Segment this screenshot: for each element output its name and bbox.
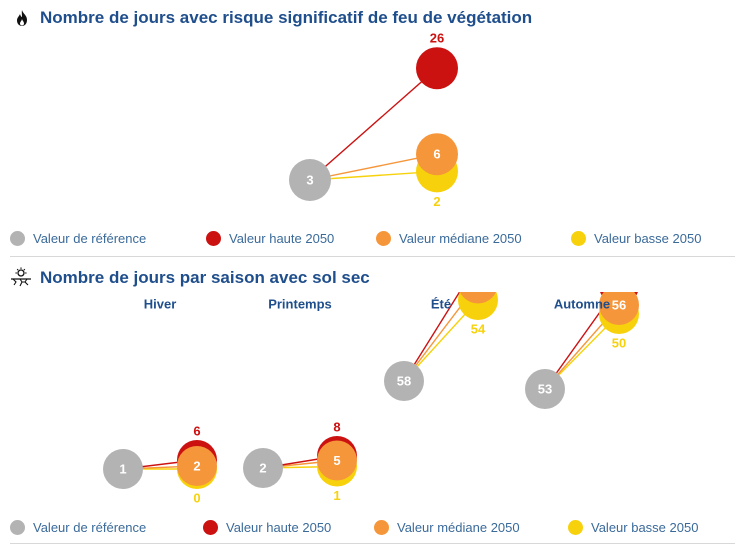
divider-top: [10, 256, 735, 257]
high-value-label: 8: [333, 420, 340, 435]
legend-item-high: Valeur haute 2050: [203, 517, 331, 537]
legend-label-reference: Valeur de référence: [33, 230, 147, 246]
high-value-label: 6: [193, 424, 200, 439]
low-swatch: [571, 230, 586, 246]
low-value-label: 0: [193, 491, 200, 506]
median-value-label: 6: [433, 147, 440, 162]
high-value-label: 26: [430, 31, 444, 46]
dry-soil-icon: [11, 267, 31, 287]
reference-value-label: 53: [538, 382, 552, 397]
legend-label-high: Valeur haute 2050: [229, 230, 335, 246]
legend-label-median: Valeur médiane 2050: [399, 230, 522, 246]
legend-item-median: Valeur médiane 2050: [374, 517, 520, 537]
section1-title: Nombre de jours avec risque significatif…: [40, 8, 533, 27]
median-point: [459, 292, 497, 304]
legend-bottom: Valeur de référence Valeur haute 2050 Va…: [10, 517, 735, 537]
low-line: [309, 170, 438, 181]
season-label: Printemps: [268, 297, 332, 312]
section2-title: Nombre de jours par saison avec sol sec: [40, 268, 370, 287]
median-point: [177, 446, 217, 486]
median-value-label: 56: [612, 298, 626, 313]
high-swatch: [206, 230, 221, 246]
high-line: [403, 292, 461, 382]
reference-swatch: [10, 230, 25, 246]
reference-point: [289, 159, 331, 201]
legend-item-high: Valeur haute 2050: [206, 228, 334, 248]
season-label: Automne: [554, 297, 610, 312]
legend-label-high: Valeur haute 2050: [226, 519, 332, 535]
median-point: [599, 292, 639, 325]
reference-value-label: 58: [397, 374, 411, 389]
fire-risk-chart: 3 6 26 2: [289, 31, 458, 209]
divider-bottom: [10, 543, 735, 544]
legend-label-median: Valeur médiane 2050: [397, 519, 520, 535]
legend-label-low: Valeur basse 2050: [591, 519, 699, 535]
reference-point: [384, 361, 424, 401]
median-point: [317, 440, 357, 481]
reference-value-label: 3: [306, 173, 313, 188]
reference-point: [103, 449, 143, 489]
median-swatch: [376, 230, 391, 246]
reference-swatch: [10, 519, 25, 535]
dry-soil-chart: 1260Hiver2581Printemps58657954Été5356695…: [103, 292, 639, 506]
low-value-label: 2: [433, 194, 440, 209]
high-line: [309, 67, 438, 181]
median-value-label: 5: [333, 453, 340, 468]
legend-label-reference: Valeur de référence: [33, 519, 147, 535]
legend-item-median: Valeur médiane 2050: [376, 228, 522, 248]
legend-top: Valeur de référence Valeur haute 2050 Va…: [10, 228, 735, 248]
low-value-label: 50: [612, 336, 626, 351]
high-point: [416, 47, 458, 90]
median-value-label: 2: [193, 459, 200, 474]
reference-point: [525, 369, 565, 409]
high-swatch: [203, 519, 218, 535]
low-value-label: 54: [471, 322, 486, 337]
reference-value-label: 1: [119, 462, 126, 477]
low-swatch: [568, 519, 583, 535]
legend-label-low: Valeur basse 2050: [594, 230, 702, 246]
median-line: [309, 153, 438, 181]
legend-item-reference: Valeur de référence: [10, 517, 146, 537]
flame-icon: [17, 10, 27, 26]
legend-item-reference: Valeur de référence: [10, 228, 146, 248]
median-swatch: [374, 519, 389, 535]
reference-point: [243, 448, 283, 488]
median-point: [416, 133, 458, 176]
season-label: Été: [431, 297, 451, 312]
legend-item-low: Valeur basse 2050: [571, 228, 701, 248]
season-label: Hiver: [144, 297, 177, 312]
low-value-label: 1: [333, 488, 340, 503]
legend-item-low: Valeur basse 2050: [568, 517, 698, 537]
reference-value-label: 2: [259, 461, 266, 476]
